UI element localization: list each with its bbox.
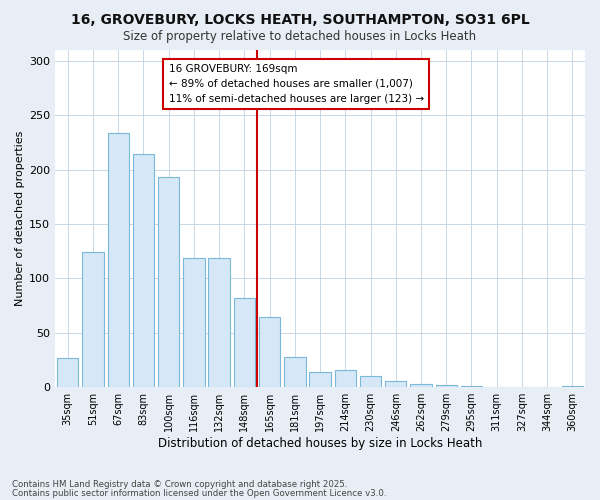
Y-axis label: Number of detached properties: Number of detached properties: [15, 131, 25, 306]
Bar: [107, 132, 129, 387]
Bar: [360, 376, 381, 387]
X-axis label: Distribution of detached houses by size in Locks Heath: Distribution of detached houses by size …: [158, 437, 482, 450]
Bar: [57, 358, 79, 387]
Bar: [284, 357, 305, 387]
Text: Contains public sector information licensed under the Open Government Licence v3: Contains public sector information licen…: [12, 488, 386, 498]
Bar: [82, 252, 104, 387]
Bar: [183, 258, 205, 387]
Bar: [562, 386, 583, 387]
Bar: [208, 258, 230, 387]
Bar: [436, 385, 457, 387]
Text: Contains HM Land Registry data © Crown copyright and database right 2025.: Contains HM Land Registry data © Crown c…: [12, 480, 347, 489]
Bar: [133, 154, 154, 387]
Bar: [158, 178, 179, 387]
Text: 16 GROVEBURY: 169sqm
← 89% of detached houses are smaller (1,007)
11% of semi-de: 16 GROVEBURY: 169sqm ← 89% of detached h…: [169, 64, 424, 104]
Text: Size of property relative to detached houses in Locks Heath: Size of property relative to detached ho…: [124, 30, 476, 43]
Bar: [335, 370, 356, 387]
Bar: [410, 384, 432, 387]
Bar: [233, 298, 255, 387]
Bar: [259, 316, 280, 387]
Text: 16, GROVEBURY, LOCKS HEATH, SOUTHAMPTON, SO31 6PL: 16, GROVEBURY, LOCKS HEATH, SOUTHAMPTON,…: [71, 12, 529, 26]
Bar: [385, 380, 406, 387]
Bar: [461, 386, 482, 387]
Bar: [310, 372, 331, 387]
